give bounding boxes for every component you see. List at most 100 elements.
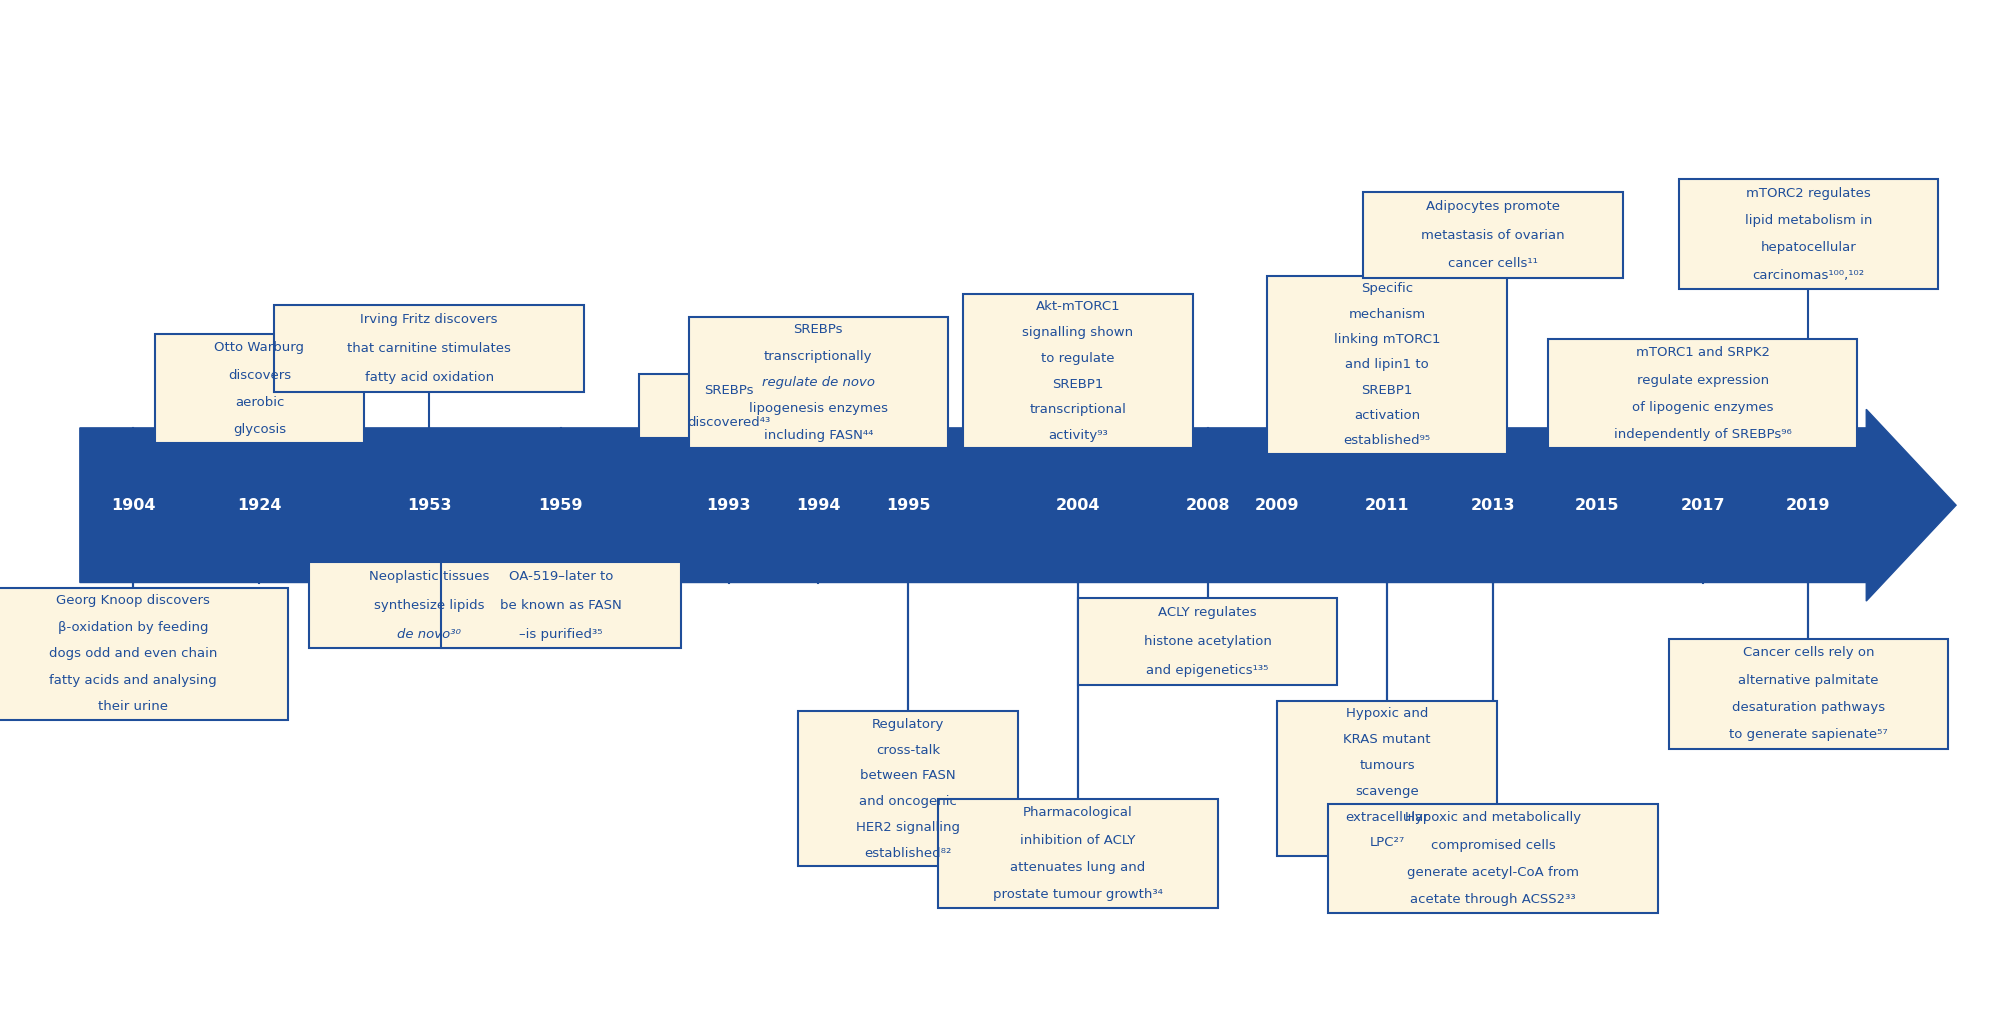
Text: Hypoxic and: Hypoxic and — [1345, 707, 1429, 721]
Text: that carnitine stimulates: that carnitine stimulates — [347, 342, 511, 355]
Text: 2009: 2009 — [1255, 498, 1299, 512]
Text: carcinomas¹⁰⁰,¹⁰²: carcinomas¹⁰⁰,¹⁰² — [1752, 268, 1864, 281]
FancyBboxPatch shape — [1363, 192, 1623, 278]
Text: to regulate: to regulate — [1042, 352, 1114, 365]
Text: including FASN⁴⁴: including FASN⁴⁴ — [764, 429, 872, 442]
Text: glycosis: glycosis — [234, 423, 285, 436]
Text: 2004: 2004 — [1056, 498, 1100, 512]
Text: tumours: tumours — [1359, 759, 1415, 772]
FancyBboxPatch shape — [798, 711, 1018, 866]
Text: 1995: 1995 — [886, 498, 930, 512]
Text: inhibition of ACLY: inhibition of ACLY — [1020, 833, 1136, 846]
Text: SREBP1: SREBP1 — [1052, 377, 1104, 391]
Text: Hypoxic and metabolically: Hypoxic and metabolically — [1405, 811, 1581, 825]
Text: between FASN: between FASN — [860, 769, 956, 783]
Text: and oncogenic: and oncogenic — [858, 795, 958, 808]
FancyBboxPatch shape — [0, 588, 287, 720]
Text: extracellular: extracellular — [1345, 810, 1429, 824]
FancyBboxPatch shape — [441, 562, 681, 648]
Text: established⁸²: established⁸² — [864, 846, 952, 860]
Text: Specific: Specific — [1361, 282, 1413, 296]
Text: β-oxidation by feeding: β-oxidation by feeding — [58, 621, 208, 634]
Text: desaturation pathways: desaturation pathways — [1733, 701, 1884, 714]
Text: cancer cells¹¹: cancer cells¹¹ — [1447, 258, 1539, 270]
Text: signalling shown: signalling shown — [1022, 326, 1134, 339]
Text: ACLY regulates: ACLY regulates — [1158, 606, 1257, 619]
Text: aerobic: aerobic — [236, 396, 283, 409]
Text: mechanism: mechanism — [1349, 308, 1425, 321]
Text: 1953: 1953 — [407, 498, 451, 512]
Text: scavenge: scavenge — [1355, 785, 1419, 798]
Text: Akt-mTORC1: Akt-mTORC1 — [1036, 300, 1120, 313]
Text: Neoplastic tissues: Neoplastic tissues — [369, 570, 489, 583]
FancyBboxPatch shape — [1547, 339, 1856, 448]
Text: synthesize lipids: synthesize lipids — [373, 599, 485, 611]
Text: SREBPs: SREBPs — [794, 323, 842, 336]
Text: 2011: 2011 — [1365, 498, 1409, 512]
Text: KRAS mutant: KRAS mutant — [1343, 733, 1431, 746]
Text: of lipogenic enzymes: of lipogenic enzymes — [1633, 401, 1772, 414]
Text: prostate tumour growth³⁴: prostate tumour growth³⁴ — [992, 888, 1164, 901]
Text: independently of SREBPs⁹⁶: independently of SREBPs⁹⁶ — [1613, 428, 1792, 441]
Text: fatty acid oxidation: fatty acid oxidation — [365, 371, 493, 384]
FancyBboxPatch shape — [1267, 276, 1507, 454]
Text: 2015: 2015 — [1575, 498, 1619, 512]
Text: 2008: 2008 — [1186, 498, 1230, 512]
Text: be known as FASN: be known as FASN — [501, 599, 621, 611]
Text: regulate de novo: regulate de novo — [762, 376, 874, 389]
FancyBboxPatch shape — [1277, 701, 1497, 856]
Text: activity⁹³: activity⁹³ — [1048, 429, 1108, 442]
Text: mTORC1 and SRPK2: mTORC1 and SRPK2 — [1635, 346, 1770, 360]
Text: their urine: their urine — [98, 700, 168, 713]
Text: linking mTORC1: linking mTORC1 — [1333, 333, 1441, 346]
Text: attenuates lung and: attenuates lung and — [1010, 861, 1146, 874]
Text: lipid metabolism in: lipid metabolism in — [1745, 213, 1872, 227]
FancyBboxPatch shape — [275, 305, 583, 392]
FancyBboxPatch shape — [1329, 804, 1657, 913]
Text: cross-talk: cross-talk — [876, 743, 940, 757]
Text: 1994: 1994 — [796, 498, 840, 512]
Text: transcriptional: transcriptional — [1030, 403, 1126, 417]
Text: Pharmacological: Pharmacological — [1024, 806, 1132, 820]
Text: 1904: 1904 — [112, 498, 156, 512]
Text: HER2 signalling: HER2 signalling — [856, 821, 960, 834]
Text: de novo³⁰: de novo³⁰ — [397, 628, 461, 640]
Text: 2017: 2017 — [1681, 498, 1725, 512]
Text: dogs odd and even chain: dogs odd and even chain — [50, 647, 218, 660]
Text: SREBPs: SREBPs — [705, 384, 752, 397]
Text: and epigenetics¹³⁵: and epigenetics¹³⁵ — [1146, 664, 1269, 676]
FancyBboxPatch shape — [689, 317, 948, 448]
Text: –is purified³⁵: –is purified³⁵ — [519, 628, 603, 640]
Text: transcriptionally: transcriptionally — [764, 350, 872, 363]
Text: to generate sapienate⁵⁷: to generate sapienate⁵⁷ — [1729, 728, 1888, 741]
Text: SREBP1: SREBP1 — [1361, 384, 1413, 397]
Polygon shape — [80, 409, 1956, 601]
Text: regulate expression: regulate expression — [1637, 373, 1768, 387]
Text: Otto Warburg: Otto Warburg — [214, 341, 305, 355]
Text: 2013: 2013 — [1471, 498, 1515, 512]
FancyBboxPatch shape — [938, 799, 1218, 908]
Text: fatty acids and analysing: fatty acids and analysing — [50, 673, 218, 687]
FancyBboxPatch shape — [962, 294, 1194, 448]
Text: mTORC2 regulates: mTORC2 regulates — [1746, 187, 1870, 200]
Text: LPC²⁷: LPC²⁷ — [1369, 836, 1405, 850]
FancyBboxPatch shape — [1078, 598, 1337, 685]
Text: 1959: 1959 — [539, 498, 583, 512]
Text: 1924: 1924 — [238, 498, 281, 512]
Text: activation: activation — [1353, 409, 1421, 422]
FancyBboxPatch shape — [156, 334, 363, 443]
Text: Georg Knoop discovers: Georg Knoop discovers — [56, 594, 210, 607]
Text: hepatocellular: hepatocellular — [1760, 241, 1856, 255]
Text: histone acetylation: histone acetylation — [1144, 635, 1271, 647]
Text: generate acetyl-CoA from: generate acetyl-CoA from — [1407, 866, 1579, 879]
Text: discovered⁴³: discovered⁴³ — [687, 415, 770, 429]
Text: alternative palmitate: alternative palmitate — [1739, 673, 1878, 687]
Text: established⁹⁵: established⁹⁵ — [1343, 434, 1431, 447]
Text: Regulatory: Regulatory — [872, 718, 944, 731]
FancyBboxPatch shape — [1669, 639, 1948, 749]
FancyBboxPatch shape — [639, 374, 818, 438]
FancyBboxPatch shape — [1679, 179, 1938, 289]
Text: metastasis of ovarian: metastasis of ovarian — [1421, 229, 1565, 241]
Text: 2019: 2019 — [1786, 498, 1830, 512]
FancyBboxPatch shape — [309, 562, 549, 648]
